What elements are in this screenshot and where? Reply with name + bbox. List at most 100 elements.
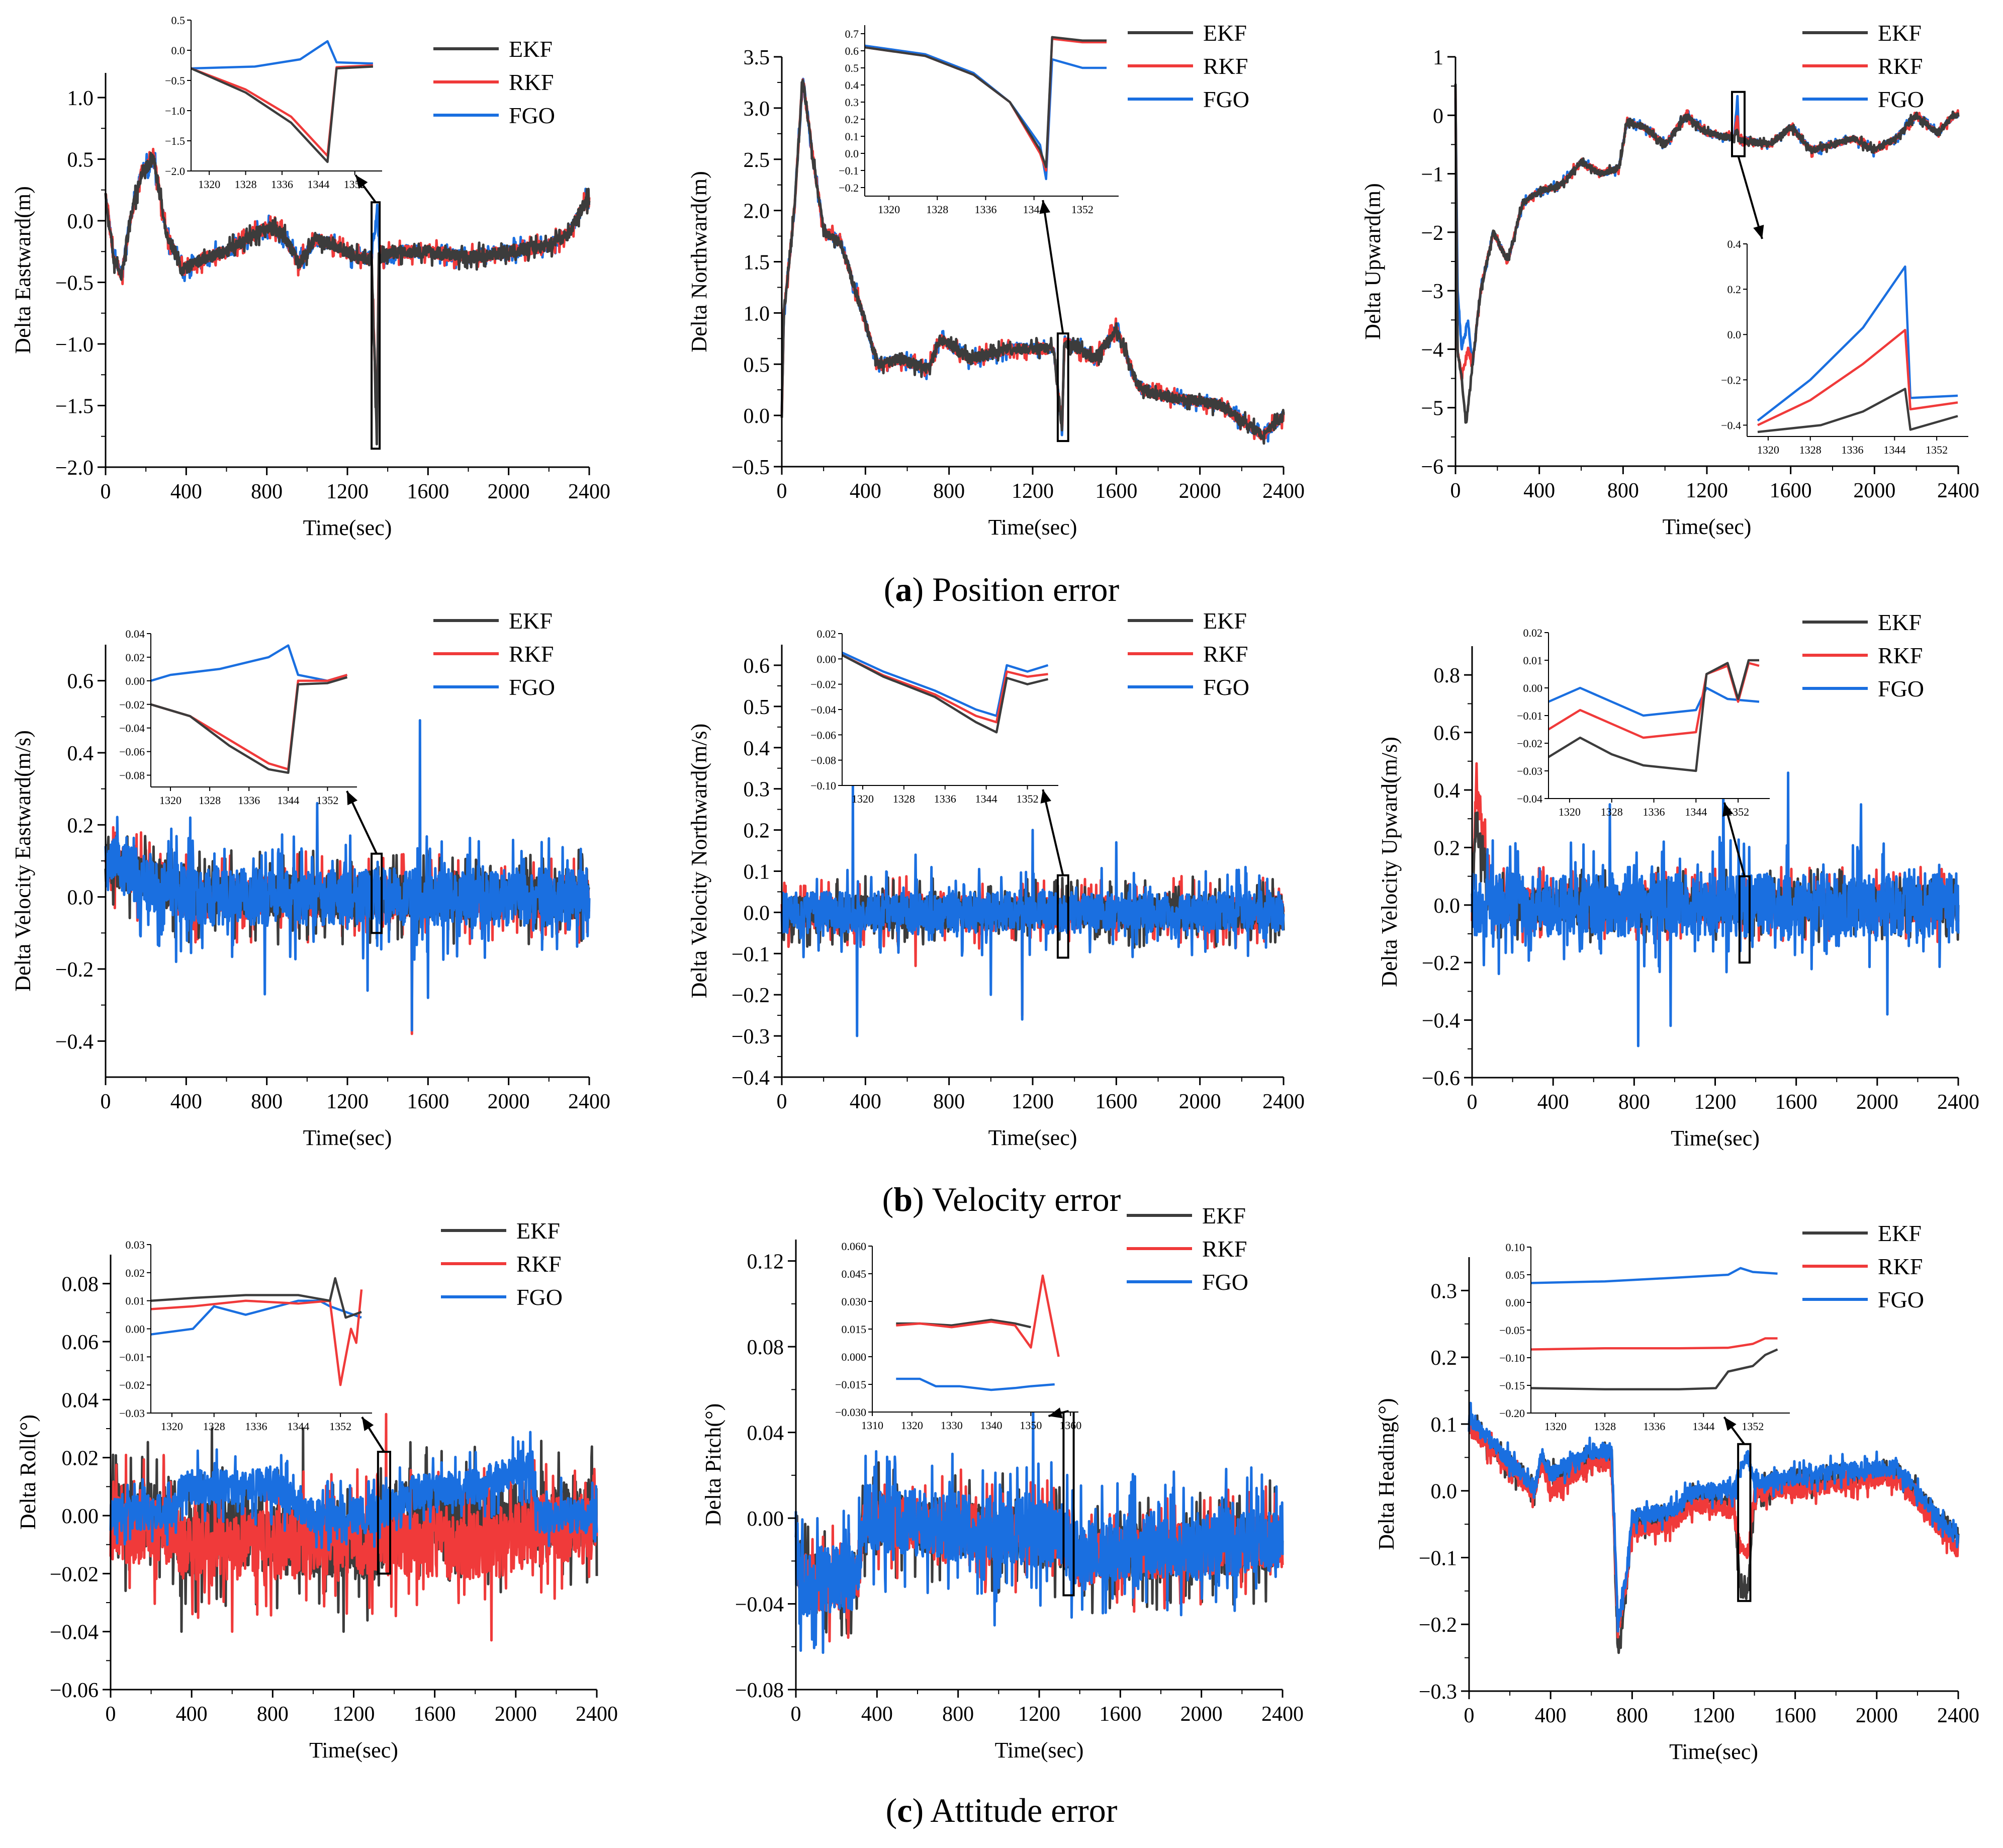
series-group [104,147,591,446]
series-group [104,719,591,1035]
inset-y-tick-label: −2.0 [165,165,185,178]
x-tick-label: 1200 [1018,1703,1060,1726]
legend-label-rkf: RKF [1203,641,1248,667]
inset-x-tick-label: 1320 [159,794,181,807]
zoom-arrow-head [1724,1417,1737,1431]
y-tick-label: −1 [1421,163,1443,187]
chart-att-heading: 0 400 800 1200 1600 2000 2400 −0.3 −0.2 −0.1 0.0 0.… [1374,1220,1979,1764]
inset-line-fgo [150,1299,362,1336]
inset-y-tick-label: −0.2 [839,182,859,194]
inset-y-tick-label: 0.4 [845,79,859,92]
y-tick-label: 0.02 [62,1447,99,1470]
x-tick-label: 1600 [1774,1704,1816,1727]
series-line-ekf [1454,83,1960,424]
y-tick-label: −0.1 [1419,1547,1457,1570]
y-tick-label: 0 [1433,105,1443,128]
y-tick-label: −0.5 [55,272,94,295]
series-group [794,1392,1284,1654]
inset-y-tick-label: −0.03 [119,1407,145,1420]
legend: EKF RKF FGO [433,36,555,128]
inset-line-ekf [864,36,1107,168]
legend-label-ekf: EKF [1203,608,1247,634]
y-tick-label: 0.2 [67,814,94,837]
y-axis-label: Delta Roll(°) [16,1415,40,1530]
x-tick-label: 800 [933,1090,965,1113]
inset-line-ekf [150,676,348,774]
y-tick-label: 3.0 [744,98,770,121]
legend-label-fgo: FGO [1878,1287,1924,1312]
x-tick-label: 0 [106,1703,116,1726]
inset-x-tick-label: 1336 [271,178,293,191]
y-tick-label: 0.06 [62,1331,99,1354]
inset-att-roll: 1320 1328 1336 1344 1352 0.03 0.02 0.01 0.00 −0.0… [119,1239,385,1453]
inset-x-tick-label: 1320 [852,793,874,805]
inset-y-tick-label: 0.00 [126,675,145,687]
inset-y-tick-label: −0.08 [810,754,836,767]
inset-x-tick-label: 1344 [287,1420,309,1433]
inset-vel-north: 1320 1328 1336 1344 1352 0.02 0.00 −0.02 −0.04 −0… [810,628,1064,876]
inset-x-tick-label: 1320 [878,203,900,216]
legend-label-rkf: RKF [516,1251,561,1277]
y-tick-label: 0.4 [1434,779,1461,803]
y-tick-label: 0.1 [1431,1414,1458,1437]
y-tick-label: 1.0 [67,87,94,110]
y-tick-label: 0.5 [744,354,770,377]
y-tick-label: −3 [1421,280,1443,303]
legend-label-ekf: EKF [1878,1220,1922,1246]
x-tick-label: 400 [1523,479,1555,502]
x-tick-label: 1600 [407,1090,449,1113]
x-tick-label: 1600 [1095,1090,1137,1113]
chart-vel-up: 0 400 800 1200 1600 2000 2400 −0.6 −0.4 −0.2 0.0 0.… [1377,609,1979,1151]
y-tick-label: 0.0 [744,902,770,925]
inset-x-tick-label: 1320 [161,1420,183,1433]
inset-y-tick-label: −0.06 [810,729,836,741]
x-tick-label: 1200 [1686,479,1728,502]
inset-y-tick-label: −0.10 [810,779,836,792]
x-tick-label: 400 [170,1090,202,1113]
chart-att-pitch: 0 400 800 1200 1600 2000 2400 −0.08 −0.04 0.00 0.0… [701,1203,1304,1763]
x-axis-label: Time(sec) [1663,514,1752,539]
inset-x-tick-label: 1344 [1883,444,1905,456]
inset-y-tick-label: 0.000 [842,1351,867,1363]
inset-pos-up: 1320 1328 1336 1344 1352 0.4 0.2 0.0 −0.2 −0.4 [1721,156,1968,456]
x-tick-label: 1200 [1693,1704,1735,1727]
y-tick-label: −6 [1421,456,1443,479]
series-group [780,77,1285,445]
x-axis-label: Time(sec) [1669,1739,1758,1764]
inset-x-tick-label: 1344 [975,793,997,805]
x-tick-label: 1200 [1012,1090,1054,1113]
inset-pos-north: 1320 1328 1336 1344 13520.70.60.50.40.30.20.… [839,25,1119,334]
legend-label-ekf: EKF [1202,1203,1246,1228]
inset-x-tick-label: 1320 [1559,806,1581,818]
zoom-arrow-head [355,175,368,189]
x-tick-label: 400 [850,480,881,503]
series-line-rkf [104,826,591,1035]
legend-label-fgo: FGO [1878,86,1924,112]
legend-label-fgo: FGO [509,674,555,700]
inset-line-fgo [842,651,1049,717]
chart-pos-east: 0 400 800 1200 1600 2000 2400 −2.0 −1.5 −1.0 −0.5 0… [11,14,610,540]
x-tick-label: 1600 [1095,480,1137,503]
x-tick-label: 400 [861,1703,893,1726]
x-axis-label: Time(sec) [995,1738,1084,1763]
x-tick-label: 2400 [1262,1090,1305,1113]
inset-x-tick-label: 1328 [1799,444,1822,456]
y-tick-label: 1 [1433,46,1443,69]
zoom-arrow-head [1039,200,1051,214]
x-tick-label: 0 [1464,1704,1475,1727]
legend-label-rkf: RKF [509,69,554,95]
y-tick-label: −0.4 [1422,1010,1460,1033]
x-tick-label: 1600 [1770,479,1812,502]
legend: EKF RKF FGO [1128,608,1249,700]
inset-line-ekf [150,1277,362,1319]
series-group [1471,762,1960,1047]
x-tick-label: 0 [101,1090,111,1113]
inset-line-fgo [1548,686,1760,717]
x-tick-label: 2400 [568,1090,610,1113]
x-tick-label: 2400 [568,480,610,503]
inset-y-tick-label: 0.00 [1523,682,1543,694]
inset-y-tick-label: 0.1 [845,130,859,143]
y-tick-label: −0.04 [50,1621,99,1644]
x-tick-label: 0 [101,480,111,503]
y-tick-label: 0.6 [744,655,770,678]
